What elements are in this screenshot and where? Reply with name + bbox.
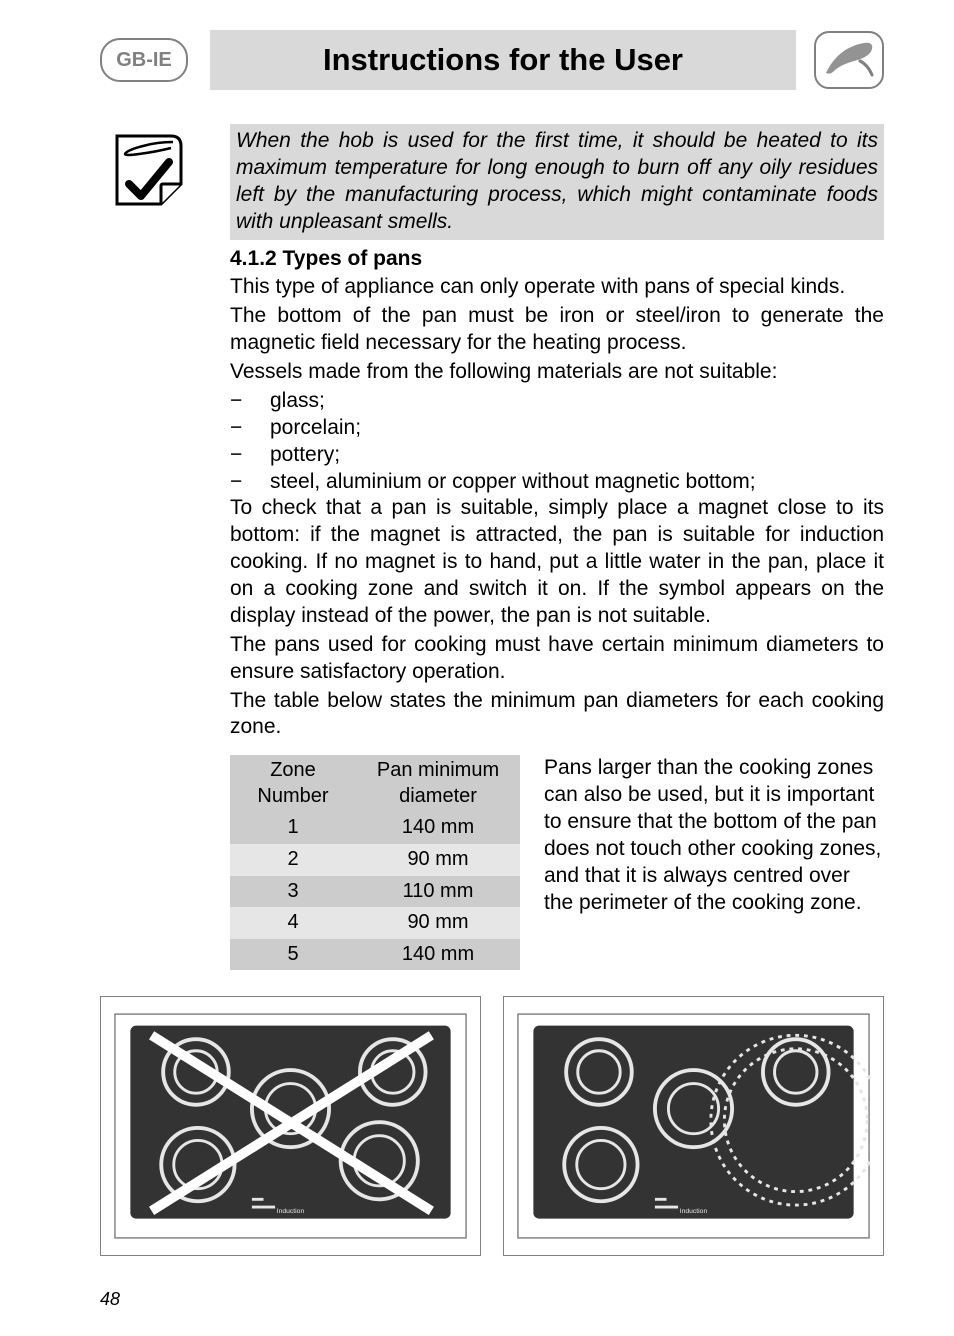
bullet-text: pottery;	[270, 442, 340, 469]
spoon-icon	[814, 31, 884, 89]
svg-text:Induction: Induction	[277, 1208, 305, 1215]
body-text: The bottom of the pan must be iron or st…	[230, 303, 884, 357]
table-header: Number	[257, 785, 328, 807]
page-title: Instructions for the User	[210, 30, 796, 90]
bullet-dash: −	[230, 442, 270, 469]
section-heading: 4.1.2 Types of pans	[230, 246, 884, 273]
bullet-text: steel, aluminium or copper without magne…	[270, 469, 756, 496]
body-text: This type of appliance can only operate …	[230, 274, 884, 301]
table-header: diameter	[399, 785, 477, 807]
bullet-dash: −	[230, 388, 270, 415]
table-header: Pan minimum	[377, 759, 499, 781]
table-cell: 90 mm	[356, 844, 520, 876]
body-text: Vessels made from the following material…	[230, 359, 884, 386]
table-cell: 2	[230, 844, 356, 876]
table-cell: 3	[230, 876, 356, 908]
note-callout: When the hob is used for the first time,…	[230, 124, 884, 240]
bullet-item: − steel, aluminium or copper without mag…	[230, 469, 884, 496]
table-cell: 5	[230, 939, 356, 971]
table-cell: 1	[230, 812, 356, 844]
bullet-dash: −	[230, 469, 270, 496]
hob-wrong-illustration: Induction	[100, 996, 481, 1256]
bullet-item: − pottery;	[230, 442, 884, 469]
side-paragraph: Pans larger than the cooking zones can a…	[544, 755, 884, 970]
bullet-item: − porcelain;	[230, 415, 884, 442]
table-cell: 140 mm	[356, 812, 520, 844]
body-text: The pans used for cooking must have cert…	[230, 632, 884, 686]
body-text: The table below states the minimum pan d…	[230, 688, 884, 742]
zone-table: Zone Number Pan minimum diameter 1140 mm…	[230, 755, 520, 970]
bullet-item: − glass;	[230, 388, 884, 415]
table-cell: 110 mm	[356, 876, 520, 908]
bullet-text: porcelain;	[270, 415, 361, 442]
hob-correct-illustration: Induction	[503, 996, 884, 1256]
table-header: Zone	[270, 759, 316, 781]
svg-text:Induction: Induction	[680, 1208, 708, 1215]
language-badge: GB-IE	[100, 38, 188, 82]
table-cell: 90 mm	[356, 907, 520, 939]
body-text: To check that a pan is suitable, simply …	[230, 495, 884, 629]
table-cell: 4	[230, 907, 356, 939]
page-number: 48	[100, 1289, 120, 1310]
note-icon	[105, 124, 195, 214]
table-cell: 140 mm	[356, 939, 520, 971]
bullet-dash: −	[230, 415, 270, 442]
bullet-text: glass;	[270, 388, 325, 415]
